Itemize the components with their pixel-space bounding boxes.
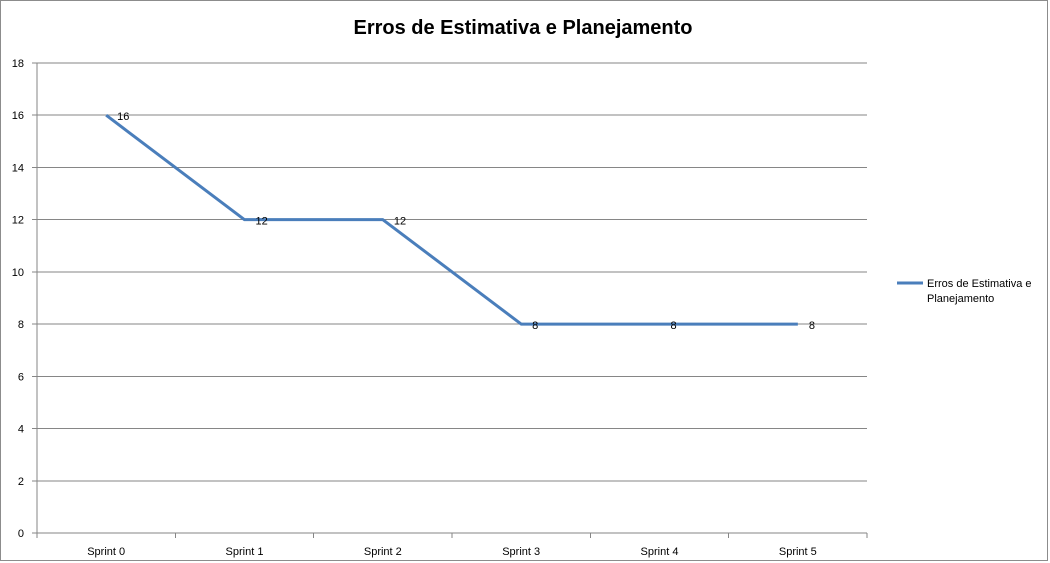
data-label: 16	[117, 111, 129, 123]
legend-label: Erros de Estimativa e	[927, 278, 1032, 290]
x-tick-label: Sprint 2	[364, 546, 402, 558]
y-tick-label: 16	[12, 110, 24, 122]
data-label: 12	[256, 216, 268, 228]
gridlines	[37, 62, 867, 482]
y-tick-label: 4	[18, 424, 24, 436]
y-tick-label: 0	[18, 528, 24, 540]
x-tick-label: Sprint 5	[779, 546, 817, 558]
y-tick-label: 6	[18, 371, 24, 383]
y-tick-label: 12	[12, 215, 24, 227]
data-label: 8	[809, 320, 815, 332]
x-tick-label: Sprint 3	[502, 546, 540, 558]
legend: Erros de Estimativa e Planejamento	[897, 278, 1032, 305]
data-label: 8	[532, 320, 538, 332]
data-labels: 16 12 12 8 8 8	[117, 111, 815, 332]
x-tick-label: Sprint 4	[641, 546, 679, 558]
y-tick-label: 18	[12, 58, 24, 70]
legend-label: Planejamento	[927, 293, 994, 305]
chart-title: Erros de Estimativa e Planejamento	[353, 17, 692, 39]
data-label: 12	[394, 216, 406, 228]
y-tick-label: 8	[18, 319, 24, 331]
series-layer	[105, 114, 798, 326]
y-tick-label: 14	[12, 162, 24, 174]
y-tick-label: 10	[12, 267, 24, 279]
x-tick-label: Sprint 0	[87, 546, 125, 558]
axes: 0 2 4 6 8 10 12 14 16 18 Sprint 0 Sprint 1 Sprint 2 S…	[12, 58, 868, 558]
x-tick-label: Sprint 1	[226, 546, 264, 558]
series-line	[105, 114, 798, 326]
y-tick-label: 2	[18, 476, 24, 488]
data-label: 8	[671, 320, 677, 332]
